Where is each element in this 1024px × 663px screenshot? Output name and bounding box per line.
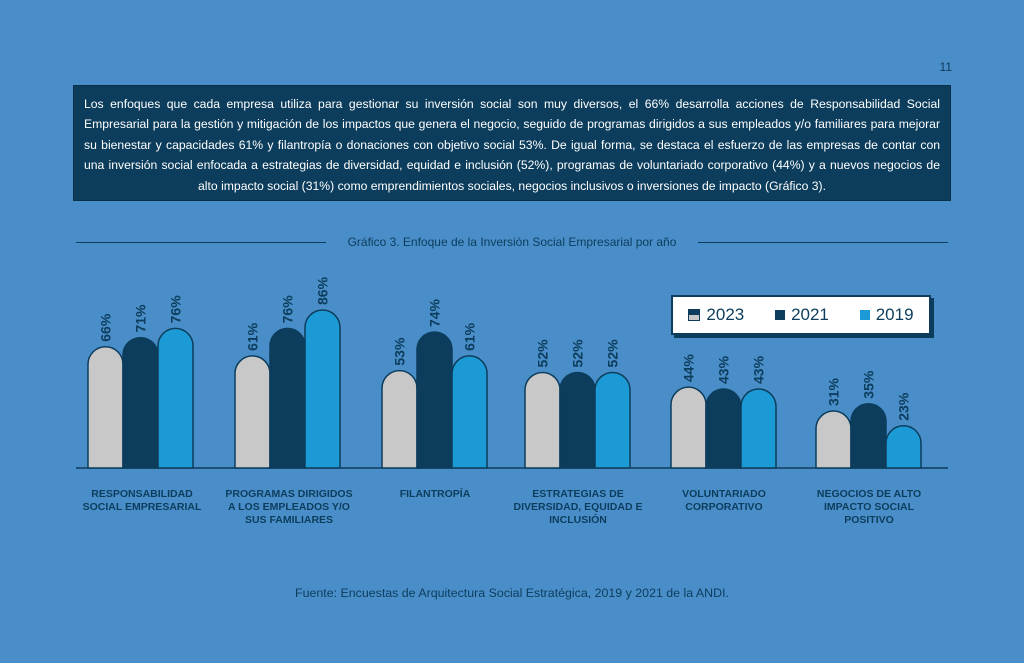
bar-2021-0 xyxy=(122,336,159,469)
bar-2021-3 xyxy=(559,371,596,469)
data-label-2019-1: 86% xyxy=(315,276,331,305)
data-label-2023-3: 52% xyxy=(535,339,551,368)
chart-title: Gráfico 3. Enfoque de la Inversión Socia… xyxy=(337,235,687,249)
legend-swatch-2019 xyxy=(859,310,870,320)
category-label-2: FILANTROPÍA xyxy=(399,488,471,500)
data-label-2021-3: 52% xyxy=(570,339,586,368)
bar-2019-0 xyxy=(157,327,194,469)
legend-item-2023: 2023 xyxy=(688,305,744,325)
bar-2021-4 xyxy=(705,388,742,469)
bar-2023-5 xyxy=(815,410,852,469)
data-label-2023-0: 66% xyxy=(98,313,114,342)
data-label-2021-0: 71% xyxy=(133,304,149,333)
bar-2021-2 xyxy=(416,331,453,469)
chart-legend: 2023 2021 2019 xyxy=(671,295,931,335)
data-label-2019-2: 61% xyxy=(462,322,478,351)
category-label-3: ESTRATEGIAS DE DIVERSIDAD, EQUIDAD E INC… xyxy=(513,488,643,526)
category-label-4: VOLUNTARIADO CORPORATIVO xyxy=(682,488,766,513)
legend-label-2023: 2023 xyxy=(706,305,745,324)
data-label-2023-2: 53% xyxy=(392,337,408,366)
category-label-0: RESPONSABILIDAD SOCIAL EMPRESARIAL xyxy=(82,488,202,513)
data-label-2021-1: 76% xyxy=(280,295,296,324)
source-note: Fuente: Encuestas de Arquitectura Social… xyxy=(295,586,729,600)
legend-label-2019: 2019 xyxy=(875,305,914,324)
category-label-5: NEGOCIOS DE ALTO IMPACTO SOCIAL POSITIVO xyxy=(816,488,922,526)
data-label-2019-3: 52% xyxy=(605,339,621,368)
bar-2019-5 xyxy=(885,424,922,469)
data-label-2021-4: 43% xyxy=(716,355,732,384)
legend-item-2019: 2019 xyxy=(859,305,914,325)
legend-swatch-2023 xyxy=(688,309,701,321)
data-label-2019-0: 76% xyxy=(168,295,184,324)
data-label-2023-5: 31% xyxy=(826,377,842,406)
data-label-2023-4: 44% xyxy=(681,354,697,383)
title-rule-left xyxy=(76,242,326,243)
data-label-2019-5: 23% xyxy=(896,392,912,421)
legend-item-2021: 2021 xyxy=(775,305,829,325)
bar-2021-1 xyxy=(269,327,306,469)
data-label-2019-4: 43% xyxy=(751,355,767,384)
bar-2023-0 xyxy=(87,345,124,469)
bar-2023-3 xyxy=(524,371,561,469)
data-label-2021-2: 74% xyxy=(427,298,443,327)
bar-2021-5 xyxy=(850,402,887,469)
bar-2023-1 xyxy=(234,355,271,469)
title-rule-right xyxy=(698,242,948,243)
legend-label-2021: 2021 xyxy=(791,305,829,324)
chart-title-row: Gráfico 3. Enfoque de la Inversión Socia… xyxy=(76,235,948,251)
bar-2019-4 xyxy=(740,388,777,469)
bar-2023-4 xyxy=(670,386,707,469)
data-label-2023-1: 61% xyxy=(245,322,261,351)
data-label-2021-5: 35% xyxy=(861,370,877,399)
bar-2019-2 xyxy=(451,355,488,469)
bar-2019-1 xyxy=(304,309,341,469)
category-label-1: PROGRAMAS DIRIGIDOS A LOS EMPLEADOS Y/O … xyxy=(225,488,353,526)
page-number: 11 xyxy=(939,60,952,74)
bar-2023-2 xyxy=(381,369,418,469)
bar-2019-3 xyxy=(594,371,631,469)
intro-text-box: Los enfoques que cada empresa utiliza pa… xyxy=(73,85,951,201)
legend-swatch-2021 xyxy=(775,310,786,320)
